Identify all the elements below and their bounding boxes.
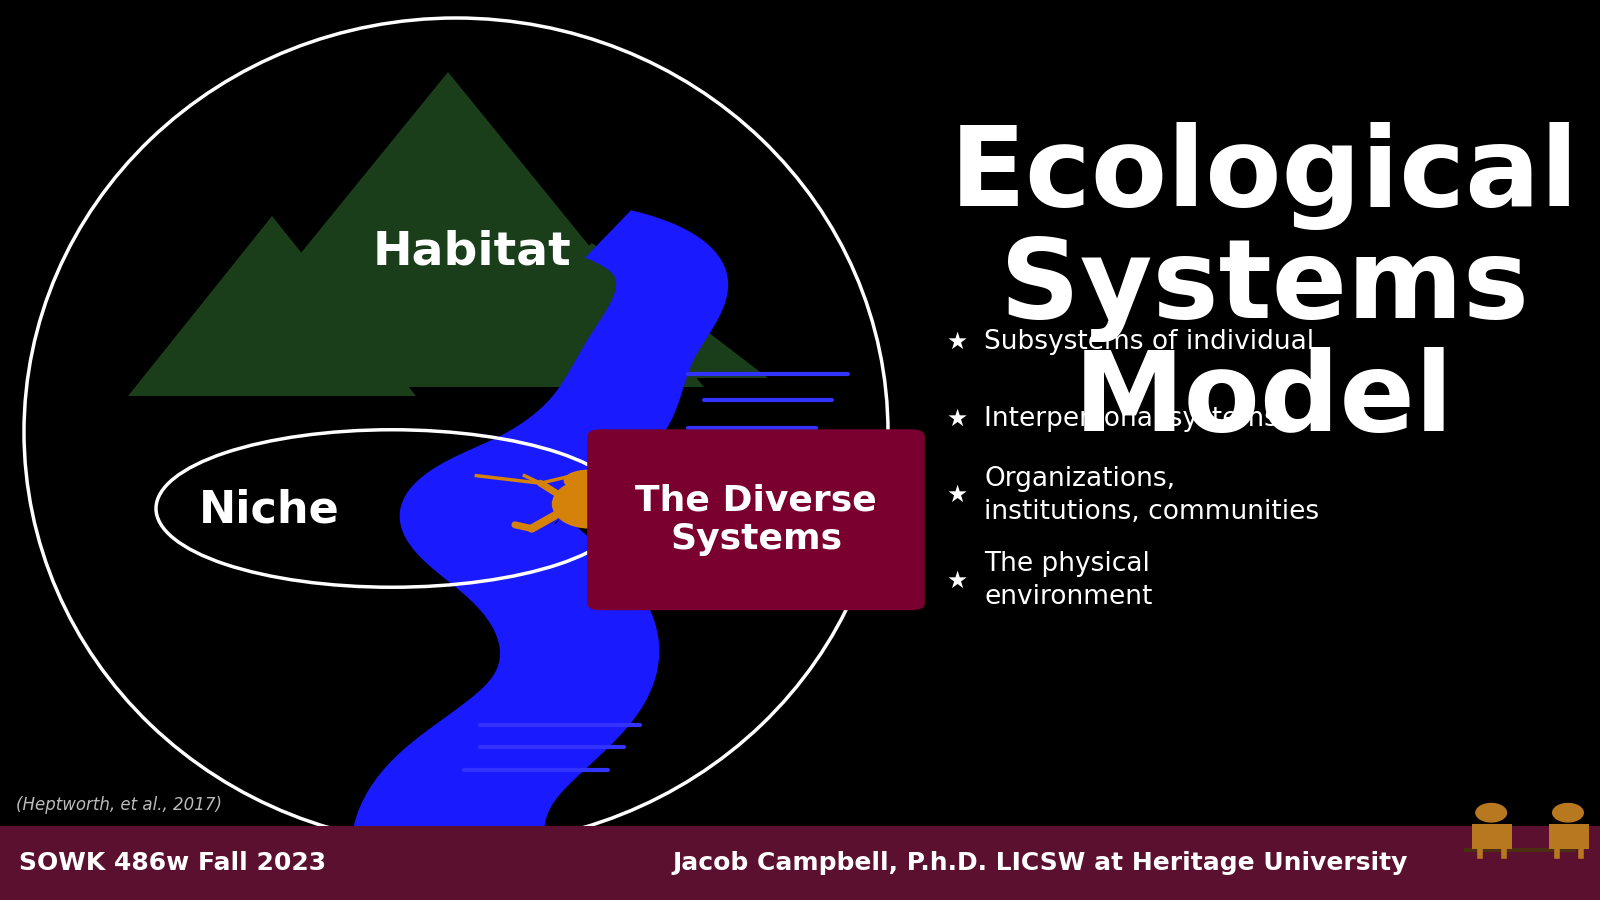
Text: SOWK 486w Fall 2023: SOWK 486w Fall 2023 [19,851,326,875]
Text: Jacob Campbell, P.h.D. LICSW at Heritage University: Jacob Campbell, P.h.D. LICSW at Heritage… [672,851,1408,875]
Text: Subsystems of individual: Subsystems of individual [984,329,1314,355]
Ellipse shape [1475,803,1507,823]
Text: Ecological
Systems
Model: Ecological Systems Model [949,122,1579,454]
Text: The Diverse
Systems: The Diverse Systems [635,483,877,556]
Text: ★: ★ [946,407,968,430]
Text: The physical
environment: The physical environment [984,551,1152,610]
Polygon shape [432,243,768,378]
Text: Habitat: Habitat [373,230,571,274]
Polygon shape [128,216,416,396]
Ellipse shape [552,480,626,528]
Text: ★: ★ [946,569,968,592]
Polygon shape [1549,824,1589,849]
Text: (Heptworth, et al., 2017): (Heptworth, et al., 2017) [16,796,222,814]
FancyBboxPatch shape [587,429,925,610]
Ellipse shape [563,470,614,491]
Polygon shape [1464,848,1576,852]
Text: Interpersonal systems: Interpersonal systems [984,406,1278,431]
Polygon shape [192,72,704,387]
Text: ★: ★ [946,330,968,354]
Text: Organizations,
institutions, communities: Organizations, institutions, communities [984,465,1318,525]
Ellipse shape [1552,803,1584,823]
Polygon shape [350,211,728,900]
Text: Niche: Niche [198,489,339,532]
Polygon shape [1472,824,1512,849]
Text: ★: ★ [946,483,968,507]
FancyBboxPatch shape [0,826,1600,900]
